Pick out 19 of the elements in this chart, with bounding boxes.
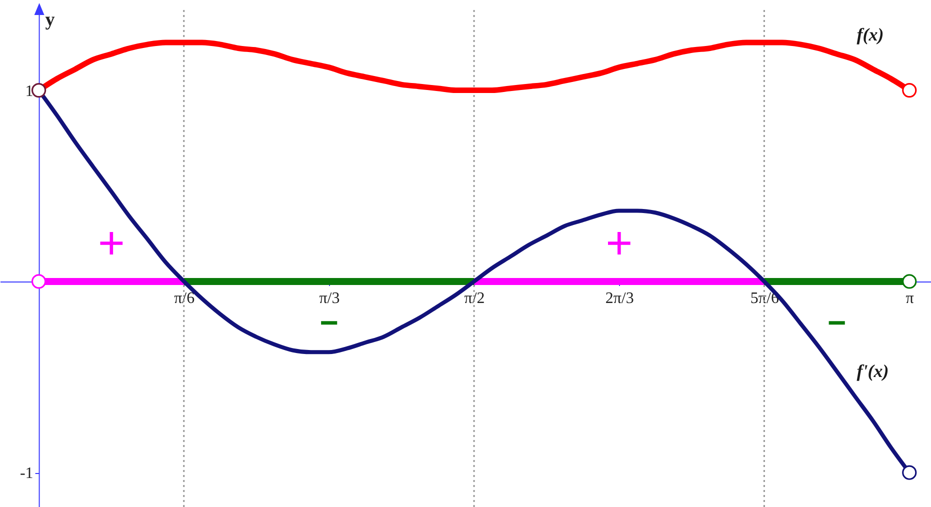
text: +	[606, 216, 633, 268]
x-tick-label: 2π/3	[605, 290, 634, 307]
point	[902, 274, 917, 289]
text: −	[827, 304, 846, 340]
y-tick-label: 1	[25, 82, 34, 100]
x-tick-label: π/2	[464, 290, 485, 307]
x-tick-label: π/3	[319, 290, 340, 307]
point	[902, 465, 917, 480]
series-label: f'(x)	[856, 361, 889, 382]
point	[902, 82, 917, 98]
y-axis-title: y	[45, 10, 56, 30]
series-label: +	[98, 216, 125, 268]
point	[31, 82, 46, 98]
series-label: f(x)	[856, 24, 884, 45]
series-label: −	[320, 304, 338, 340]
point	[31, 274, 46, 289]
y-tick-label: -1	[20, 465, 34, 482]
x-tick-label: π/6	[174, 290, 195, 307]
x-tick-label: π	[906, 290, 914, 307]
